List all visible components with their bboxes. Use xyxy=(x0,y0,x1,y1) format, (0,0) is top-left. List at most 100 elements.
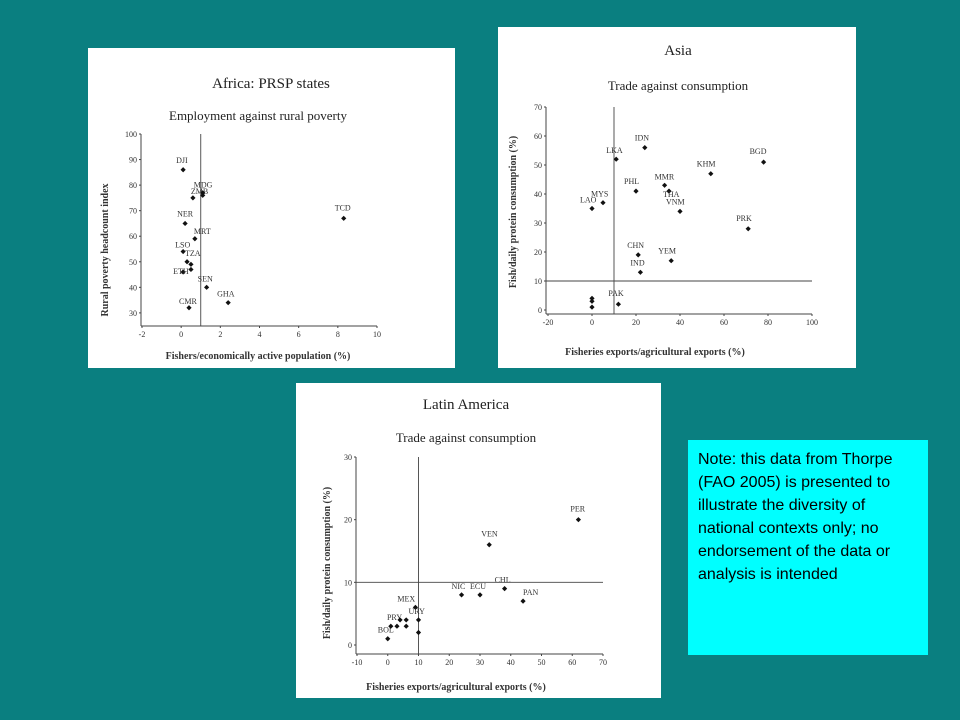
africa-y-tick-label: 30 xyxy=(129,309,137,318)
africa-y-tick-label: 100 xyxy=(125,130,137,139)
africa-data-point xyxy=(190,195,196,201)
africa-point-label: LSO xyxy=(175,241,190,250)
africa-y-tick-label: 70 xyxy=(129,207,137,216)
latin-x-tick-label: 60 xyxy=(568,658,576,667)
africa-point-label: MDG xyxy=(194,180,213,189)
asia-x-tick-label: 80 xyxy=(764,318,772,327)
asia-data-point xyxy=(637,269,643,275)
latin-x-tick-label: 50 xyxy=(538,658,546,667)
latin-point-label: PRY xyxy=(387,613,402,622)
latin-america-xlabel: Fisheries exports/agricultural exports (… xyxy=(366,682,546,693)
asia-point-label: PRK xyxy=(736,214,752,223)
asia-y-tick-label: 20 xyxy=(534,248,542,257)
asia-data-point xyxy=(589,304,595,310)
latin-point-label: MEX xyxy=(397,594,415,603)
latin-x-tick-label: 10 xyxy=(415,658,423,667)
latin-america-ylabel: Fish/daily protein consumption (%) xyxy=(322,487,333,639)
africa-y-tick-label: 60 xyxy=(129,232,137,241)
africa-x-tick-label: 4 xyxy=(258,330,262,339)
asia-data-point xyxy=(642,145,648,151)
africa-point-label: ETH xyxy=(173,267,189,276)
africa-point-label: TZA xyxy=(185,249,201,258)
asia-data-point xyxy=(668,258,674,264)
latin-data-point xyxy=(385,636,391,642)
asia-ylabel: Fish/daily protein consumption (%) xyxy=(508,136,519,288)
asia-x-tick-label: 100 xyxy=(806,318,818,327)
africa-y-tick-label: 50 xyxy=(129,258,137,267)
africa-data-point xyxy=(204,284,210,290)
africa-point-label: ZMB xyxy=(191,187,208,196)
asia-point-label: CHN xyxy=(627,241,644,250)
asia-point-label: KHM xyxy=(697,160,716,169)
latin-point-label: PER xyxy=(570,505,585,514)
latin-america-title: Latin America xyxy=(423,397,510,413)
asia-point-label: MMR xyxy=(655,172,675,181)
asia-data-point xyxy=(600,200,606,206)
africa-title: Africa: PRSP states xyxy=(212,76,330,92)
asia-point-label: IND xyxy=(630,258,644,267)
africa-subtitle: Employment against rural poverty xyxy=(169,108,347,123)
disclaimer-note: Note: this data from Thorpe (FAO 2005) i… xyxy=(688,440,928,655)
asia-chart-panel: Asia Trade against consumption Fisheries… xyxy=(498,27,856,368)
asia-data-point xyxy=(615,301,621,307)
latin-data-point xyxy=(486,542,492,548)
latin-data-point xyxy=(520,598,526,604)
africa-point-label: GHA xyxy=(217,290,235,299)
asia-x-tick-label: 60 xyxy=(720,318,728,327)
asia-title: Asia xyxy=(664,43,692,59)
latin-x-tick-label: -10 xyxy=(352,658,363,667)
africa-data-point xyxy=(188,261,194,267)
africa-x-tick-label: 10 xyxy=(373,330,381,339)
asia-point-label: IDN xyxy=(635,134,649,143)
asia-data-point xyxy=(666,188,672,194)
asia-data-point xyxy=(589,298,595,304)
latin-america-chart-panel: Latin America Trade against consumption … xyxy=(296,383,661,698)
africa-axes: -2 0 2 4 6 8 10 30 40 50 60 70 80 90 100 xyxy=(125,130,381,339)
africa-point-label: CMR xyxy=(179,297,197,306)
africa-data-point xyxy=(180,167,186,173)
latin-point-label: ECU xyxy=(470,582,486,591)
asia-point-label: VNM xyxy=(666,197,685,206)
asia-xlabel: Fisheries exports/agricultural exports (… xyxy=(565,347,745,358)
asia-x-tick-label: -20 xyxy=(543,318,554,327)
asia-y-tick-label: 40 xyxy=(534,190,542,199)
asia-y-tick-label: 30 xyxy=(534,219,542,228)
latin-data-point xyxy=(415,629,422,636)
asia-x-tick-label: 20 xyxy=(632,318,640,327)
asia-point-label: PHL xyxy=(624,177,639,186)
africa-data-point xyxy=(225,300,231,306)
asia-x-tick-label: 40 xyxy=(676,318,684,327)
asia-point-label: BGD xyxy=(750,147,767,156)
asia-data-point xyxy=(633,188,639,194)
africa-chart-panel: Africa: PRSP states Employment against r… xyxy=(88,48,455,368)
africa-point-label: DJI xyxy=(176,156,188,165)
asia-data-point xyxy=(708,171,714,177)
asia-point-label: YEM xyxy=(658,247,676,256)
asia-subtitle: Trade against consumption xyxy=(608,78,749,93)
asia-y-tick-label: 10 xyxy=(534,277,542,286)
africa-x-tick-label: 0 xyxy=(179,330,183,339)
asia-data-point xyxy=(589,295,595,301)
latin-data-point xyxy=(575,517,581,523)
africa-data-point xyxy=(180,248,186,255)
africa-data-point xyxy=(180,269,186,275)
latin-point-label: CHL xyxy=(495,576,511,585)
latin-data-point xyxy=(458,592,465,598)
latin-point-label: VEN xyxy=(481,530,498,539)
asia-scatter-chart: Asia Trade against consumption Fisheries… xyxy=(508,43,818,358)
africa-data-point xyxy=(182,220,188,227)
africa-x-tick-label: 2 xyxy=(218,330,222,339)
latin-data-point xyxy=(415,617,422,623)
latin-point-label: NIC xyxy=(452,582,466,591)
latin-point-label: URY xyxy=(409,607,426,616)
latin-data-point xyxy=(403,617,409,623)
asia-point-label: MYS xyxy=(591,190,608,199)
africa-y-tick-label: 80 xyxy=(129,181,137,190)
africa-x-tick-label: -2 xyxy=(139,330,146,339)
asia-x-tick-label: 0 xyxy=(590,318,594,327)
asia-y-tick-label: 60 xyxy=(534,132,542,141)
africa-data-point xyxy=(192,236,198,242)
